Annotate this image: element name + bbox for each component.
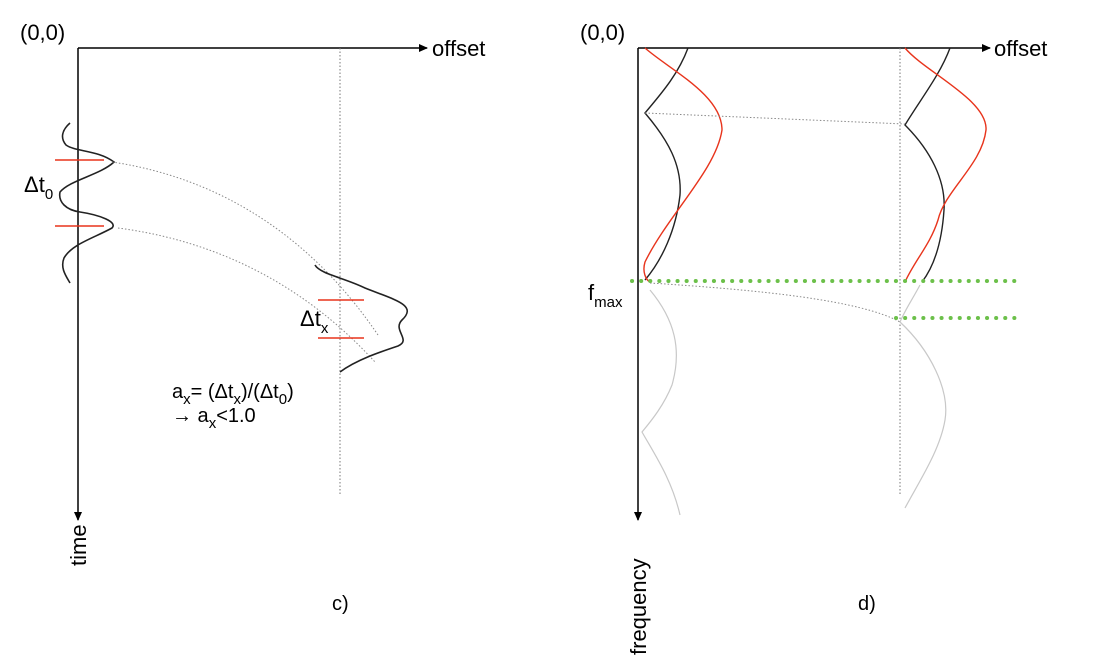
panel-c-formula-line2: → ax<1.0 [172, 405, 256, 432]
panel-d: (0,0) offset frequency fmax d) [580, 20, 1047, 655]
panel-c-caption: c) [332, 593, 349, 615]
panel-d-faint-spectrum-near [641, 289, 681, 516]
panel-c-dtx-label: Δtx [300, 306, 329, 337]
panel-c-moveout-curve-upper [111, 161, 379, 336]
panel-d-red-spectrum-near [643, 47, 723, 283]
panel-c-origin-label: (0,0) [20, 20, 65, 45]
panel-c-wavelet-near [58, 122, 116, 284]
panel-d-connector-upper [644, 112, 906, 125]
panel-d-black-spectrum-near [644, 47, 689, 281]
panel-c-formula-line1: ax= (Δtx)/(Δt0) [172, 381, 294, 408]
panel-d-y-axis-label: frequency [626, 558, 651, 655]
panel-d-caption: d) [858, 593, 876, 615]
panel-c: (0,0) offset time Δt0 Δtx ax= (Δtx)/(Δt0… [20, 20, 485, 615]
panel-c-wavelet-far [314, 264, 409, 373]
panel-c-y-axis-label: time [66, 524, 91, 566]
panel-c-x-axis-label: offset [432, 36, 485, 61]
panel-d-black-spectrum-far [904, 47, 951, 283]
panel-c-moveout-curve-lower [117, 227, 376, 363]
panel-d-x-axis-label: offset [994, 36, 1047, 61]
panel-d-red-spectrum-far [904, 47, 987, 283]
panel-d-origin-label: (0,0) [580, 20, 625, 45]
panel-d-faint-spectrum-far [899, 284, 947, 509]
panel-d-connector-lower [649, 282, 901, 323]
panel-d-fmax-label: fmax [588, 280, 623, 311]
panel-c-dt0-label: Δt0 [24, 172, 53, 203]
